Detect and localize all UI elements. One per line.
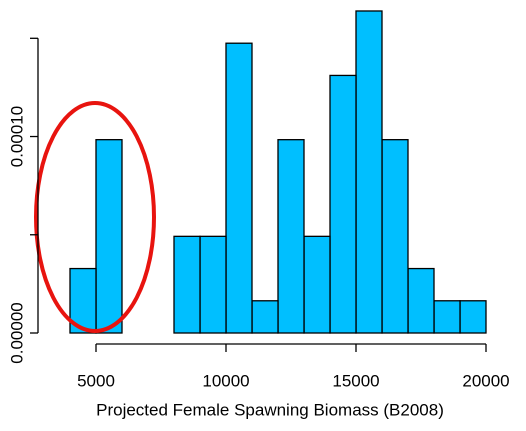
- bar: [459, 300, 487, 334]
- x-axis-label: Projected Female Spawning Biomass (B2008…: [96, 400, 444, 419]
- x-tick-label: 20000: [462, 371, 509, 390]
- bar: [407, 267, 435, 334]
- bar: [329, 74, 357, 334]
- bar: [303, 235, 331, 334]
- x-tick-label: 5000: [77, 371, 115, 390]
- bar: [355, 10, 383, 334]
- bar: [277, 139, 305, 334]
- bar: [225, 42, 253, 334]
- y-tick-label: 0.00000: [7, 302, 26, 363]
- bar: [95, 139, 123, 334]
- x-tick-label: 15000: [332, 371, 379, 390]
- highlight-ellipse: [34, 101, 156, 333]
- bar: [199, 235, 227, 334]
- x-tick-label: 10000: [202, 371, 249, 390]
- bar: [173, 235, 201, 334]
- bar: [433, 300, 461, 334]
- bar: [381, 139, 409, 334]
- y-tick-label: 0.00010: [7, 106, 26, 167]
- bar: [251, 300, 279, 334]
